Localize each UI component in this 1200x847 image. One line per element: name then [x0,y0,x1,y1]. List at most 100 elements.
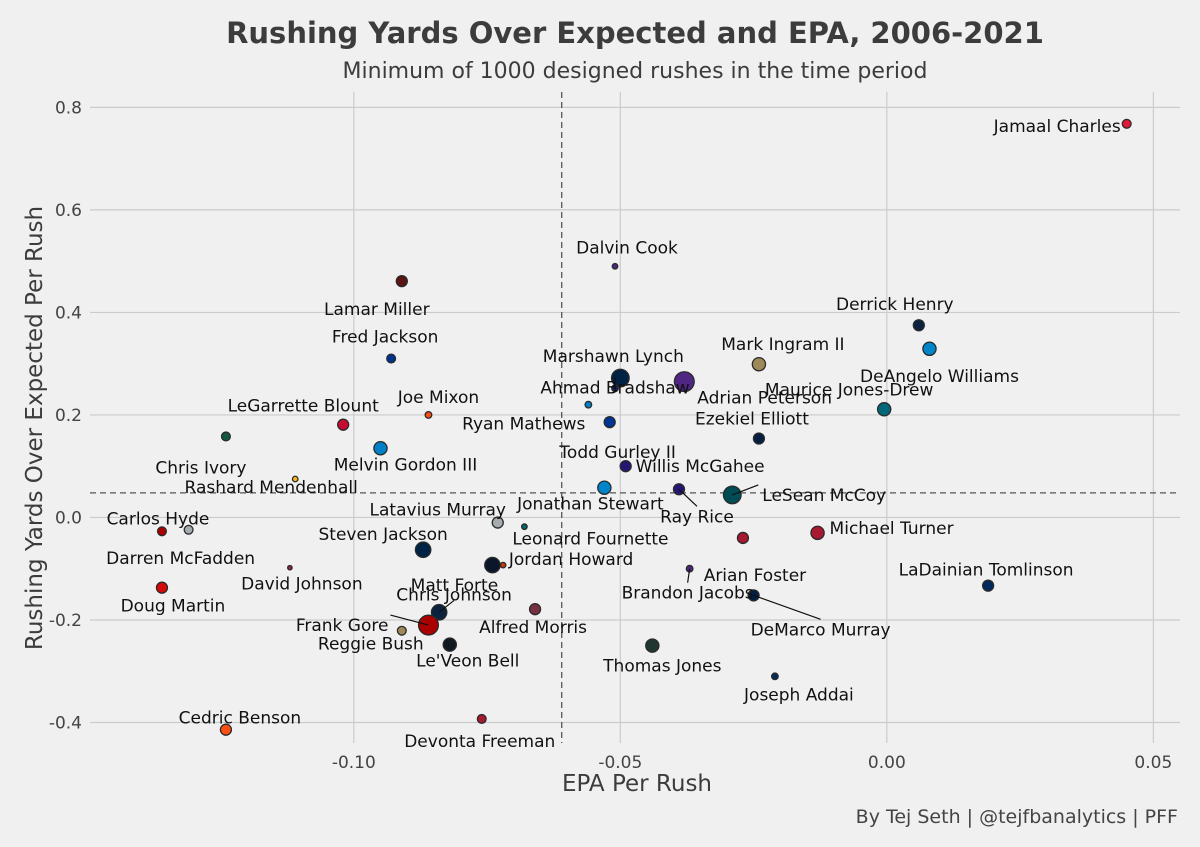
point-joe-mixon [424,410,433,419]
label-darren-mcfadden: Darren McFadden [106,549,255,569]
label-devonta-freeman: Devonta Freeman [404,732,555,752]
label-leonard-fournette: Leonard Fournette [512,530,668,550]
label-matt-forte: Matt Forte [411,576,499,596]
label-joe-mixon: Joe Mixon [397,388,479,408]
grid [90,92,1180,743]
label-adrian-peterson: Adrian Peterson [697,389,832,409]
point-joseph-addai [770,672,779,681]
label-ladainian-tomlinson: LaDainian Tomlinson [899,561,1074,581]
point-david-johnson [287,564,293,571]
label-ezekiel-elliott: Ezekiel Elliott [695,410,809,430]
label-brandon-jacobs: Brandon Jacobs [622,584,754,604]
point-le-veon-bell [442,637,458,652]
point-jonathan-stewart [597,480,612,495]
leader-line [678,488,698,507]
label-willis-mcgahee: Willis McGahee [636,457,765,477]
x-axis-title: EPA Per Rush [562,771,712,797]
label-le-veon-bell: Le'Veon Bell [416,652,519,672]
point-mark-ingram-ii [751,356,767,372]
label-david-johnson: David Johnson [241,575,362,595]
label-marshawn-lynch: Marshawn Lynch [543,347,684,367]
point-michael-turner [810,525,825,541]
point-leonard-fournette [521,523,528,531]
point-ezekiel-elliott [752,432,766,445]
label-todd-gurley-ii: Todd Gurley II [558,443,676,463]
reference-lines [90,92,1180,743]
leader-line [687,568,691,583]
leader-line [390,614,429,626]
data-points [155,118,1132,736]
point-lesean-mccoy [722,485,742,505]
label-reggie-bush: Reggie Bush [318,635,424,655]
point-marshawn-lynch [610,368,630,388]
point-jordan-howard [499,561,507,569]
y-tick-label: 0.8 [55,98,82,118]
label-derrick-henry: Derrick Henry [836,295,954,315]
label-demarco-murray: DeMarco Murray [751,620,891,640]
label-latavius-murray: Latavius Murray [370,501,506,521]
point-rashard-mendenhall [291,475,299,483]
chart-title: Rushing Yards Over Expected and EPA, 200… [226,16,1044,50]
x-tick-label: -0.10 [332,753,376,773]
label-mark-ingram-ii: Mark Ingram II [721,335,844,355]
point-steven-jackson [414,541,432,559]
label-deangelo-williams: DeAngelo Williams [860,367,1019,387]
label-frank-gore: Frank Gore [296,616,389,636]
label-jamaal-charles: Jamaal Charles [993,117,1121,137]
y-tick-label: -0.2 [49,611,82,631]
label-steven-jackson: Steven Jackson [318,525,447,545]
point-lamar-miller [395,274,408,288]
x-tick-label: 0.00 [868,753,906,773]
label-joseph-addai: Joseph Addai [743,685,854,705]
label-lamar-miller: Lamar Miller [324,300,430,320]
point-dalvin-cook [611,262,619,270]
point-carlos-hyde [156,526,168,537]
point-legarrette-blount [337,418,350,431]
leader-line [732,484,759,496]
point-latavius-murray [491,516,504,529]
point-todd-gurley-ii [603,415,616,429]
label-arian-foster: Arian Foster [704,566,806,586]
point-chris-ivory [220,431,231,442]
point-matt-forte [484,556,501,574]
point-alfred-morris [528,603,542,616]
point-arian-foster [736,531,750,545]
point-reggie-bush [396,625,407,636]
label-ryan-mathews: Ryan Mathews [462,415,585,435]
label-michael-turner: Michael Turner [830,519,954,539]
label-melvin-gordon-iii: Melvin Gordon III [334,455,478,475]
label-ray-rice: Ray Rice [660,507,734,527]
y-tick-label: -0.4 [49,713,82,733]
point-melvin-gordon-iii [373,441,388,456]
chart-subtitle: Minimum of 1000 designed rushes in the t… [343,59,928,84]
label-jonathan-stewart: Jonathan Stewart [516,495,664,515]
point-maurice-jones-drew [876,402,892,417]
label-jordan-howard: Jordan Howard [508,550,633,570]
point-fred-jackson [386,353,397,364]
point-jamaal-charles [1121,118,1132,129]
label-cedric-benson: Cedric Benson [179,709,302,729]
label-fred-jackson: Fred Jackson [332,328,438,348]
y-tick-label: 0.0 [55,508,82,528]
chart-caption: By Tej Seth | @tejfbanalytics | PFF [856,806,1178,828]
label-legarrette-blount: LeGarrette Blount [228,397,380,417]
point-labels: Jamaal Charles Dalvin Cook Lamar Miller Der… [106,117,1121,752]
label-lesean-mccoy: LeSean McCoy [762,486,886,506]
y-tick-label: 0.6 [55,201,82,221]
point-adrian-peterson [673,371,695,393]
point-deangelo-williams [922,341,937,357]
point-doug-martin [155,581,169,594]
point-derrick-henry [912,319,925,332]
label-chris-johnson: Chris Johnson [396,585,512,605]
x-tick-label: 0.05 [1134,753,1172,773]
label-maurice-jones-drew: Maurice Jones-Drew [765,380,934,400]
label-rashard-mendenhall: Rashard Mendenhall [185,478,358,498]
tick-labels: -0.10 -0.05 0.00 0.05 -0.4 -0.2 0.0 0.2 0.4 0.6 0.… [49,98,1172,773]
point-darren-mcfadden [183,524,194,535]
y-tick-label: 0.2 [55,406,82,426]
point-ryan-mathews [584,400,593,409]
leader-line [438,599,455,613]
y-tick-label: 0.4 [55,303,82,323]
point-thomas-jones [645,638,660,653]
